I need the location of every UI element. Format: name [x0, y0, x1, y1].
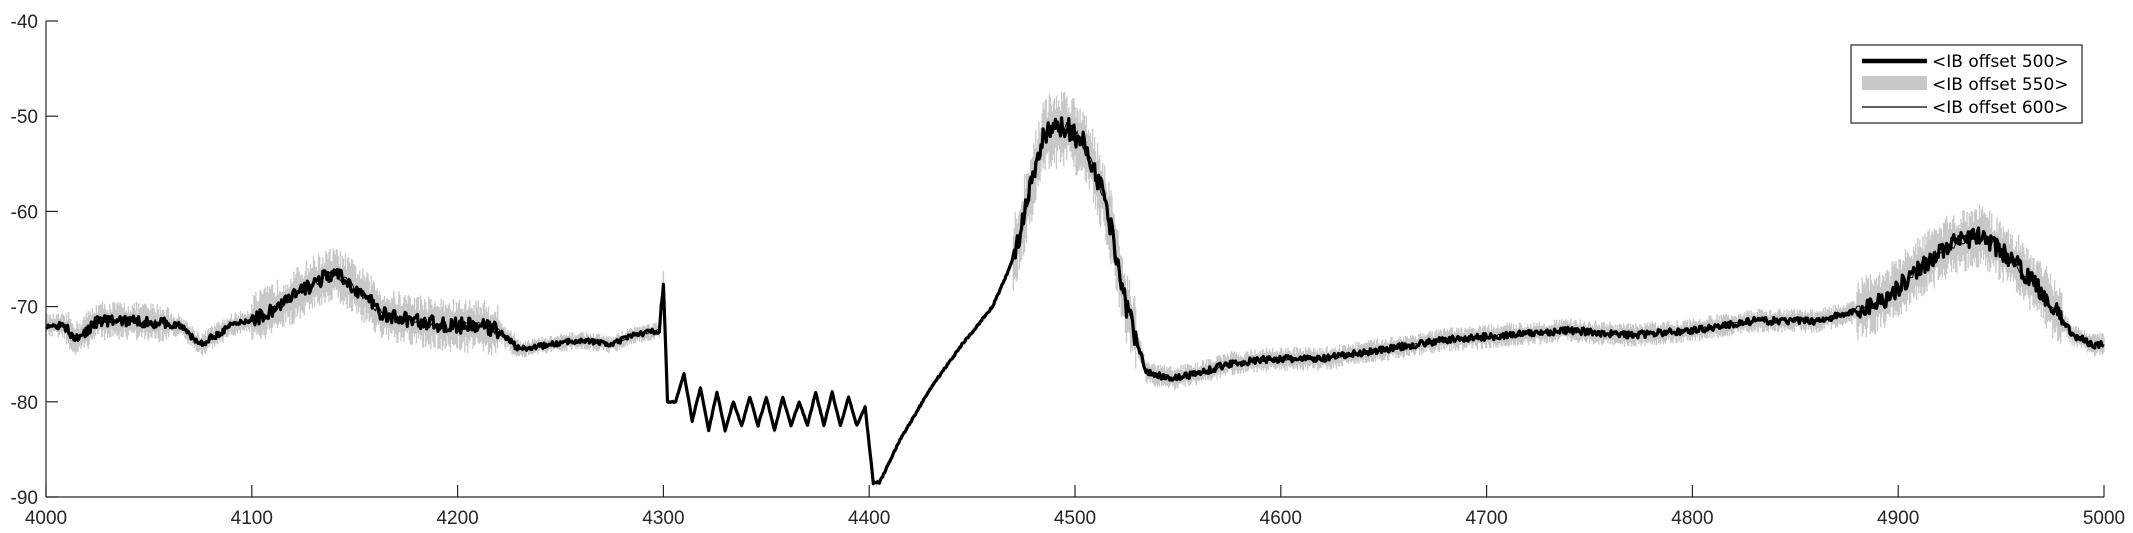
y-tick-label: -60: [11, 202, 38, 223]
y-tick-label: -50: [11, 107, 38, 128]
legend-swatch-series-2: [1862, 76, 1927, 90]
x-tick-label: 4500: [1054, 508, 1096, 529]
x-tick-label: 4600: [1260, 508, 1302, 529]
legend-label-series-2: <IB offset 550>: [1932, 75, 2069, 95]
y-ticks: -90 -80 -70 -60 -50 -40: [11, 12, 58, 509]
x-tick-label: 4000: [25, 508, 67, 529]
x-tick-label: 4400: [848, 508, 890, 529]
x-tick-label: 4300: [642, 508, 684, 529]
x-tick-label: 5000: [2083, 508, 2125, 529]
x-tick-label: 4100: [231, 508, 273, 529]
x-tick-label: 4200: [436, 508, 478, 529]
y-tick-label: -90: [11, 488, 38, 509]
x-tick-label: 4800: [1671, 508, 1713, 529]
y-tick-label: -40: [11, 12, 38, 33]
series-ib-offset-500-line: [44, 116, 2105, 486]
legend-label-series-3: <IB offset 600>: [1932, 98, 2069, 118]
legend-label-series-1: <IB offset 500>: [1932, 52, 2069, 72]
y-tick-label: -80: [11, 393, 38, 414]
legend: <IB offset 500> <IB offset 550> <IB offs…: [1850, 44, 2083, 124]
x-tick-label: 4700: [1465, 508, 1507, 529]
x-tick-label: 4900: [1877, 508, 1919, 529]
x-ticks: 4000 4100 4200 4300 4400 4500 4600 4700 4800 4900…: [25, 485, 2125, 529]
y-tick-label: -70: [11, 298, 38, 319]
